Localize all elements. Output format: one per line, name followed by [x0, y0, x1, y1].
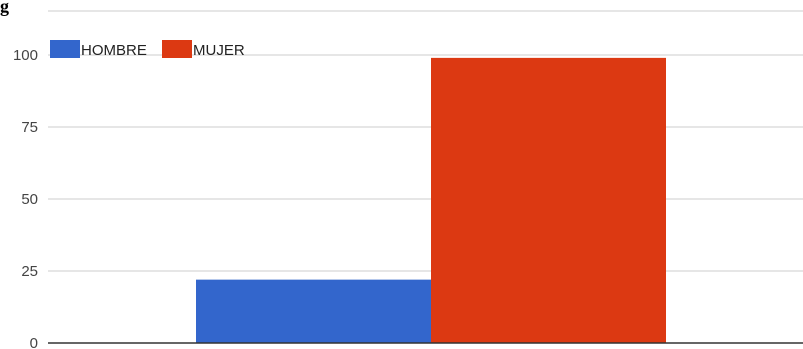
y-tick-label: 100: [13, 47, 38, 64]
bars: [196, 57, 666, 343]
bar-hombre: [196, 279, 431, 343]
y-tick-label: 25: [21, 263, 38, 280]
legend-swatch-hombre: [50, 40, 80, 58]
legend-label-mujer: MUJER: [193, 42, 245, 59]
legend-swatch-mujer: [162, 40, 192, 58]
grid-lines: [48, 10, 803, 272]
partial-title: g: [0, 0, 9, 16]
legend: HOMBRE MUJER: [50, 40, 245, 59]
legend-label-hombre: HOMBRE: [81, 42, 147, 59]
y-tick-label: 0: [30, 335, 38, 349]
y-tick-label: 50: [21, 191, 38, 208]
y-axis-ticks: 0 25 50 75 100: [13, 47, 38, 349]
y-tick-label: 75: [21, 119, 38, 136]
bar-mujer: [431, 57, 666, 343]
